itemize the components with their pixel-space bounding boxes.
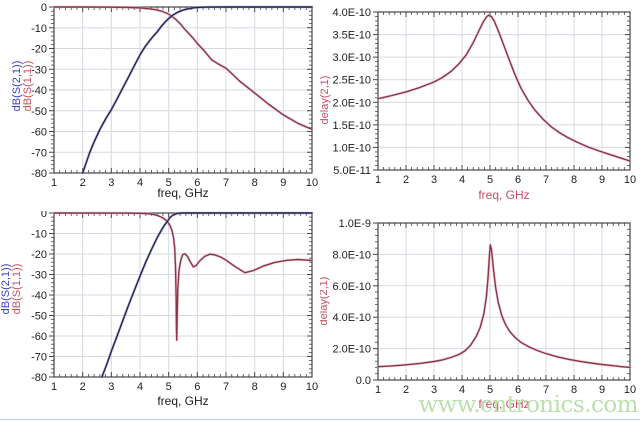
y-tick-label: 2.0E-10 — [332, 344, 371, 356]
y-tick-label: -20 — [31, 249, 47, 261]
x-tick-label: 2 — [403, 384, 409, 396]
series-line-halo — [52, 211, 314, 342]
y-axis-title: dB(S(1,1)) — [11, 264, 23, 315]
x-axis-title: freq, GHz — [157, 394, 208, 408]
x-tick-label: 5 — [166, 381, 172, 393]
x-axis-title: freq, GHz — [157, 186, 208, 200]
y-tick-label: 1.0E-10 — [332, 142, 371, 154]
x-tick-label: 1 — [375, 174, 381, 186]
x-tick-label: 5 — [487, 384, 493, 396]
y-axis-title: delay(2,1) — [320, 76, 331, 125]
y-axis-title: dB(S(2,1)) — [0, 264, 12, 315]
y-tick-label: -50 — [31, 106, 47, 118]
x-tick-label: 8 — [252, 177, 258, 189]
x-tick-label: 2 — [80, 381, 86, 393]
y-tick-label: -30 — [31, 270, 47, 282]
y-tick-label: -60 — [31, 127, 47, 139]
x-tick-label: 8 — [571, 174, 577, 186]
y-tick-label: -20 — [31, 44, 47, 56]
series-line — [377, 14, 631, 162]
x-tick-label: 1 — [51, 381, 57, 393]
x-tick-label: 7 — [543, 174, 549, 186]
y-axis-title: dB(S(2,1)) — [11, 61, 23, 112]
x-tick-label: 6 — [515, 384, 521, 396]
y-tick-label: 3.0E-10 — [332, 52, 371, 64]
y-tick-label: 6.0E-10 — [332, 281, 371, 293]
x-axis-title: freq, GHz — [478, 188, 529, 202]
x-tick-label: 10 — [306, 381, 318, 393]
x-tick-label: 9 — [280, 177, 286, 189]
y-tick-label: 0.0 — [356, 375, 371, 387]
x-tick-label: 3 — [431, 384, 437, 396]
x-tick-label: 4 — [459, 384, 465, 396]
y-tick-label: 0 — [41, 211, 47, 220]
x-axis-title: freq, GHz — [478, 397, 529, 411]
x-tick-label: 7 — [543, 384, 549, 396]
x-tick-label: 5 — [166, 177, 172, 189]
y-axis-title: delay(2,1) — [320, 277, 330, 326]
y-axis-title: dB(S(1,1)) — [22, 61, 34, 112]
y-tick-label: -10 — [31, 23, 47, 35]
series-line — [377, 244, 631, 369]
x-tick-label: 10 — [624, 174, 636, 186]
x-tick-label: 3 — [431, 174, 437, 186]
x-tick-label: 6 — [194, 177, 200, 189]
y-tick-label: -70 — [31, 352, 47, 364]
plot-frame — [53, 6, 313, 174]
x-tick-label: 7 — [223, 177, 229, 189]
x-tick-label: 9 — [280, 381, 286, 393]
x-tick-label: 4 — [459, 174, 465, 186]
series-line — [81, 6, 313, 174]
plot-filter1-s-parameters: 1 2 3 4 5 6 7 8 9 10 0 -10 -20 -30 -40 -50 -60 -70 -80 freq… — [11, 2, 318, 200]
y-tick-label: -80 — [31, 168, 47, 180]
y-tick-label: -70 — [31, 147, 47, 159]
x-tick-label: 8 — [571, 384, 577, 396]
x-tick-label: 1 — [51, 177, 57, 189]
y-tick-label: 2.0E-10 — [332, 97, 371, 109]
x-tick-label: 3 — [108, 381, 114, 393]
plot-frame — [377, 11, 631, 171]
series-line — [53, 6, 313, 131]
y-tick-label: 4.0E-10 — [332, 312, 371, 324]
y-tick-label: 3.5E-10 — [332, 30, 371, 42]
x-tick-label: 4 — [137, 381, 143, 393]
y-tick-label: -50 — [31, 311, 47, 323]
x-tick-label: 2 — [80, 177, 86, 189]
x-tick-label: 10 — [624, 384, 636, 396]
x-tick-label: 5 — [487, 174, 493, 186]
x-tick-label: 6 — [515, 174, 521, 186]
x-tick-label: 2 — [403, 174, 409, 186]
y-tick-label: 0 — [41, 2, 47, 14]
y-tick-label: 4.0E-10 — [332, 7, 371, 19]
x-tick-label: 3 — [108, 177, 114, 189]
y-tick-label: 2.5E-10 — [332, 75, 371, 87]
plot-filter2-s-parameters: 1 2 3 4 5 6 7 8 9 10 0 -10 -20 -30 -40 -50 -60 -70 -80 freq… — [0, 211, 318, 408]
divider-line — [0, 419, 640, 420]
x-tick-label: 4 — [137, 177, 143, 189]
x-tick-label: 10 — [306, 177, 318, 189]
y-tick-label: -80 — [31, 372, 47, 384]
y-tick-label: -60 — [31, 331, 47, 343]
x-tick-label: 9 — [599, 174, 605, 186]
y-tick-label: 1.0E-9 — [339, 218, 371, 230]
y-tick-label: 1.5E-10 — [332, 120, 371, 132]
plot-filter2-group-delay: 1 2 3 4 5 6 7 8 9 10 1.0E-9 8.0E-10 6.0E-10 4.0E-10 2.… — [320, 218, 636, 411]
y-tick-label: 5.0E-11 — [333, 165, 371, 177]
x-tick-label: 6 — [194, 381, 200, 393]
plot-frame — [377, 222, 631, 381]
x-tick-label: 9 — [599, 384, 605, 396]
series-line — [101, 212, 313, 378]
plot-filter1-group-delay: 1 2 3 4 5 6 7 8 9 10 4.0E-10 3.5E-10 3.0E-10 2.5E-10 2… — [320, 7, 636, 202]
y-tick-label: -10 — [31, 229, 47, 241]
x-tick-label: 1 — [375, 384, 381, 396]
y-tick-label: -30 — [31, 64, 47, 76]
y-tick-label: -40 — [31, 290, 47, 302]
y-tick-label: -40 — [31, 85, 47, 97]
x-tick-label: 7 — [223, 381, 229, 393]
x-tick-label: 8 — [252, 381, 258, 393]
y-tick-label: 8.0E-10 — [332, 249, 371, 261]
series-line — [53, 212, 313, 341]
